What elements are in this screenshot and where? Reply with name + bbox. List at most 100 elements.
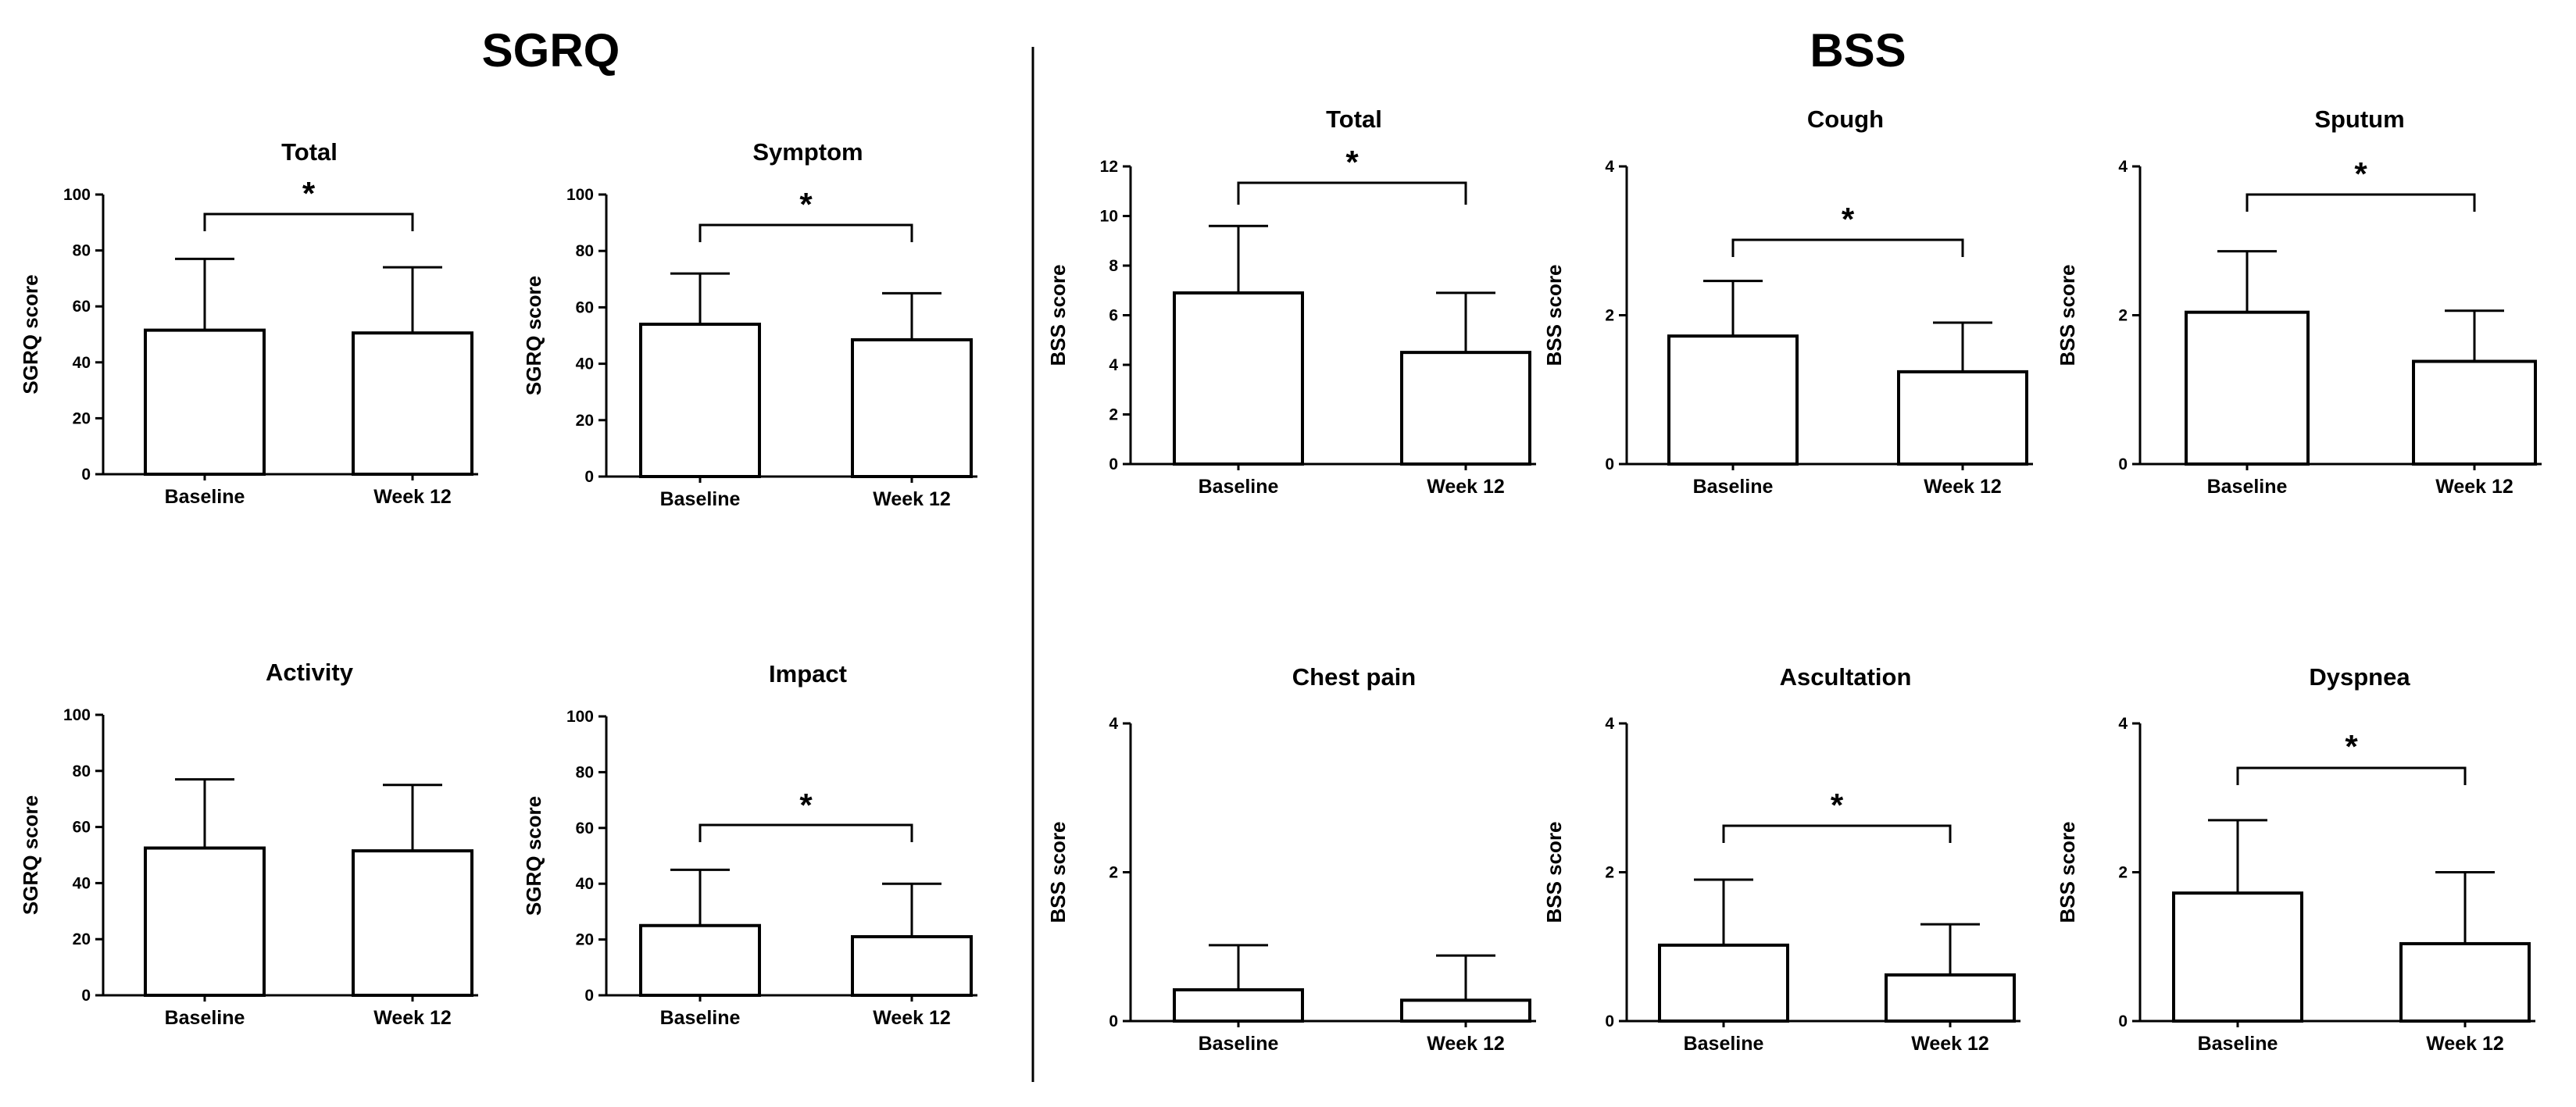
x-tick-label: Baseline [1693,476,1774,498]
y-tick-label: 12 [1100,158,1118,176]
significance-bracket [698,823,913,842]
x-tick-label: Week 12 [1427,476,1505,498]
y-tick-label: 20 [73,930,91,948]
y-tick-label: 60 [73,298,91,316]
x-tick-label: Week 12 [873,1007,951,1029]
bar [851,935,973,998]
significance-bracket [203,212,414,231]
x-tick-label: Baseline [1684,1033,1764,1055]
panel-title: Ascultation [1780,663,1912,691]
panel-10: Dyspnea 0 2 4 BSS score Baseline Week 12 * [2056,663,2535,1055]
bar [2185,310,2310,466]
significance-star: * [1345,144,1359,180]
y-tick-label: 0 [2118,455,2128,473]
y-tick-label: 100 [63,186,91,204]
y-tick-label: 60 [73,819,91,837]
x-tick-label: Baseline [1199,476,1279,498]
panel-4: Impact 0 20 40 60 80 100 SGRQ score Baseline Week… [522,660,977,1029]
panel-title: Total [1326,105,1382,133]
panel-title: Cough [1807,105,1884,133]
panel-title: Activity [266,659,354,686]
y-axis-label: BSS score [2056,821,2079,923]
x-tick-label: Week 12 [1427,1033,1505,1055]
y-tick-label: 8 [1109,257,1118,275]
y-axis-label: BSS score [2056,264,2079,366]
y-tick-label: 20 [576,412,594,430]
significance-bracket [1731,238,1964,257]
y-axis-label: SGRQ score [19,274,42,394]
panel-title: Total [281,138,338,166]
x-tick-label: Week 12 [1911,1033,1989,1055]
y-tick-label: 0 [1605,455,1614,473]
y-tick-label: 40 [73,354,91,372]
panel-6: Cough 0 2 4 BSS score Baseline Week 12 * [1542,105,2033,498]
y-tick-label: 40 [73,874,91,892]
y-tick-label: 0 [584,468,594,486]
y-tick-label: 4 [2118,158,2128,176]
bar [1400,351,1531,466]
y-tick-label: 100 [566,708,594,726]
y-tick-label: 4 [1605,158,1614,176]
y-tick-label: 80 [73,762,91,780]
y-tick-label: 0 [1605,1012,1614,1030]
y-tick-label: 4 [1605,715,1614,733]
y-axis-label: SGRQ score [19,795,42,915]
panel-9: Ascultation 0 2 4 BSS score Baseline Week 12 * [1542,663,2020,1055]
panel-1: Total 0 20 40 60 80 100 SGRQ score Baseline Week … [19,138,478,508]
panel-title: Symptom [752,138,863,166]
panel-title: Sputum [2314,105,2404,133]
x-tick-label: Week 12 [1924,476,2002,498]
y-tick-label: 20 [576,931,594,949]
x-tick-label: Baseline [1199,1033,1279,1055]
bar [352,331,473,476]
y-tick-label: 4 [1109,715,1118,733]
y-tick-label: 4 [2118,715,2128,733]
bar [1897,370,2028,466]
bss-section-title: BSS [1810,24,1906,77]
panel-8: Chest pain 0 2 4 BSS score Baseline Week 12 [1046,663,1536,1055]
y-tick-label: 80 [576,242,594,260]
x-tick-label: Baseline [2207,476,2288,498]
x-tick-label: Week 12 [2426,1033,2504,1055]
bar [2172,891,2303,1023]
y-tick-label: 60 [576,820,594,837]
y-tick-label: 0 [81,466,91,484]
significance-star: * [302,175,316,212]
bar [1658,943,1789,1023]
y-tick-label: 2 [2118,864,2128,882]
bar [144,846,266,998]
y-axis-label: BSS score [1046,264,1070,366]
x-tick-label: Baseline [165,1007,245,1029]
bar [1885,973,2016,1023]
significance-star: * [1831,787,1844,823]
bar [851,337,973,479]
y-tick-label: 2 [1605,307,1614,325]
x-tick-label: Baseline [165,486,245,508]
y-tick-label: 0 [81,987,91,1005]
y-tick-label: 0 [1109,1012,1118,1030]
x-tick-label: Baseline [660,1007,741,1029]
x-tick-label: Baseline [2198,1033,2278,1055]
bar [2412,359,2537,466]
panel-title: Impact [769,660,847,687]
y-tick-label: 0 [1109,455,1118,473]
bar [144,328,266,476]
y-tick-label: 6 [1109,307,1118,325]
y-tick-label: 0 [2118,1012,2128,1030]
y-tick-label: 40 [576,355,594,373]
y-tick-label: 80 [576,763,594,781]
y-tick-label: 0 [584,987,594,1005]
sgrq-section-title: SGRQ [482,24,620,77]
significance-star: * [2354,155,2367,192]
y-tick-label: 2 [1605,864,1614,882]
bar [639,923,761,997]
y-tick-label: 4 [1109,356,1118,374]
bar [1667,334,1799,466]
y-tick-label: 100 [566,186,594,204]
bar [639,323,761,478]
y-tick-label: 100 [63,706,91,724]
y-axis-label: BSS score [1046,821,1070,923]
panel-title: Chest pain [1292,663,1416,691]
